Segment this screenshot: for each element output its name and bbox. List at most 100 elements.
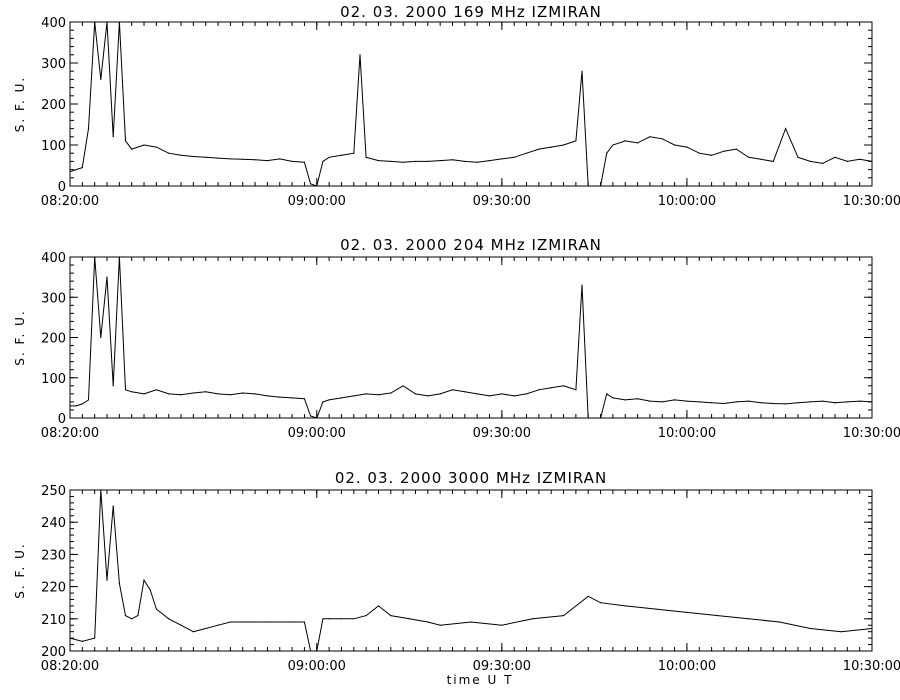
data-point xyxy=(550,146,552,148)
data-point xyxy=(785,403,787,405)
data-point xyxy=(772,160,774,162)
data-point xyxy=(525,393,528,395)
data-point xyxy=(365,393,367,395)
y-tick-label: 0 xyxy=(58,180,66,195)
data-point xyxy=(155,608,157,610)
data-point xyxy=(649,136,651,138)
data-point xyxy=(229,394,231,396)
data-point xyxy=(365,156,367,158)
data-point xyxy=(538,389,540,391)
plot-frame xyxy=(69,489,873,652)
y-axis-label: S. F. U. xyxy=(13,542,27,598)
y-axis-label: S. F. U. xyxy=(13,76,27,132)
data-point xyxy=(149,589,151,591)
data-point xyxy=(408,618,410,620)
data-point xyxy=(846,401,848,403)
data-point xyxy=(402,161,404,163)
data-point xyxy=(859,400,861,402)
data-point xyxy=(316,185,318,187)
data-point xyxy=(686,611,688,614)
data-point xyxy=(464,391,466,393)
data-point xyxy=(797,156,799,158)
data-point xyxy=(735,148,737,150)
data-point xyxy=(291,160,293,162)
data-point xyxy=(112,385,114,387)
data-point xyxy=(106,21,108,23)
data-point xyxy=(377,160,380,162)
data-point xyxy=(254,393,256,395)
y-tick-label: 230 xyxy=(41,548,66,563)
data-point xyxy=(809,401,811,403)
data-point xyxy=(316,417,318,419)
y-tick-label: 100 xyxy=(41,372,66,387)
data-point xyxy=(168,393,170,395)
data-point xyxy=(242,158,244,160)
data-point xyxy=(748,400,750,402)
data-point xyxy=(155,389,157,391)
data-point xyxy=(69,171,71,173)
data-point xyxy=(840,631,842,633)
data-point xyxy=(593,185,596,187)
data-point xyxy=(550,387,552,389)
data-point xyxy=(205,391,207,393)
data-point xyxy=(414,393,417,395)
chart-panel-1: 02. 03. 2000 169 MHz IZMIRAN S. F. U. 08:2… xyxy=(13,3,900,209)
data-point xyxy=(205,156,207,158)
x-tick-label: 10:30:00 xyxy=(843,426,900,441)
data-point xyxy=(488,395,491,397)
chart-panel-2: 02. 03. 2000 204 MHz IZMIRAN S. F. U. 08:2… xyxy=(13,236,900,441)
data-point xyxy=(439,624,441,626)
data-point xyxy=(809,160,811,162)
data-point xyxy=(661,138,663,140)
data-point xyxy=(649,400,651,402)
data-point xyxy=(143,144,145,146)
data-point xyxy=(624,605,626,607)
data-point xyxy=(587,595,589,597)
data-point xyxy=(822,162,824,164)
data-point xyxy=(735,401,737,403)
data-point xyxy=(143,393,145,395)
chart-title: 02. 03. 2000 204 MHz IZMIRAN xyxy=(340,236,602,254)
data-point xyxy=(606,152,608,154)
data-point xyxy=(106,276,108,278)
data-point xyxy=(87,399,90,401)
data-point xyxy=(118,582,120,585)
data-point xyxy=(217,624,219,626)
y-tick-label: 200 xyxy=(41,98,66,113)
data-point xyxy=(340,618,342,620)
data-point xyxy=(180,394,182,396)
data-point xyxy=(310,183,312,185)
series-line-1 xyxy=(70,256,873,419)
data-point xyxy=(205,627,207,630)
y-tick-label: 300 xyxy=(41,57,66,72)
data-point xyxy=(124,615,127,617)
data-point xyxy=(168,152,170,154)
data-point xyxy=(180,624,182,626)
data-point xyxy=(859,158,861,160)
data-point xyxy=(124,140,127,142)
x-tick-label: 10:30:00 xyxy=(843,659,900,674)
y-tick-label: 300 xyxy=(41,291,66,306)
x-tick-label: 09:00:00 xyxy=(288,426,346,441)
data-point xyxy=(427,621,429,623)
data-point xyxy=(674,399,676,401)
data-point xyxy=(501,624,503,626)
data-point xyxy=(94,256,96,258)
data-point xyxy=(192,155,194,158)
x-tick-label: 10:30:00 xyxy=(843,194,900,209)
x-tick-label: 08:20:00 xyxy=(41,659,99,674)
data-point xyxy=(328,618,330,620)
data-point xyxy=(655,608,657,610)
data-point xyxy=(328,399,330,401)
data-point xyxy=(390,615,392,617)
data-point xyxy=(772,402,774,405)
data-point xyxy=(600,602,602,604)
data-point xyxy=(501,393,503,395)
y-tick-label: 100 xyxy=(41,139,66,154)
data-point xyxy=(785,128,787,130)
data-point xyxy=(168,618,170,620)
data-point xyxy=(118,21,120,23)
data-point xyxy=(451,159,454,161)
data-point xyxy=(192,392,194,394)
data-point xyxy=(748,618,750,620)
